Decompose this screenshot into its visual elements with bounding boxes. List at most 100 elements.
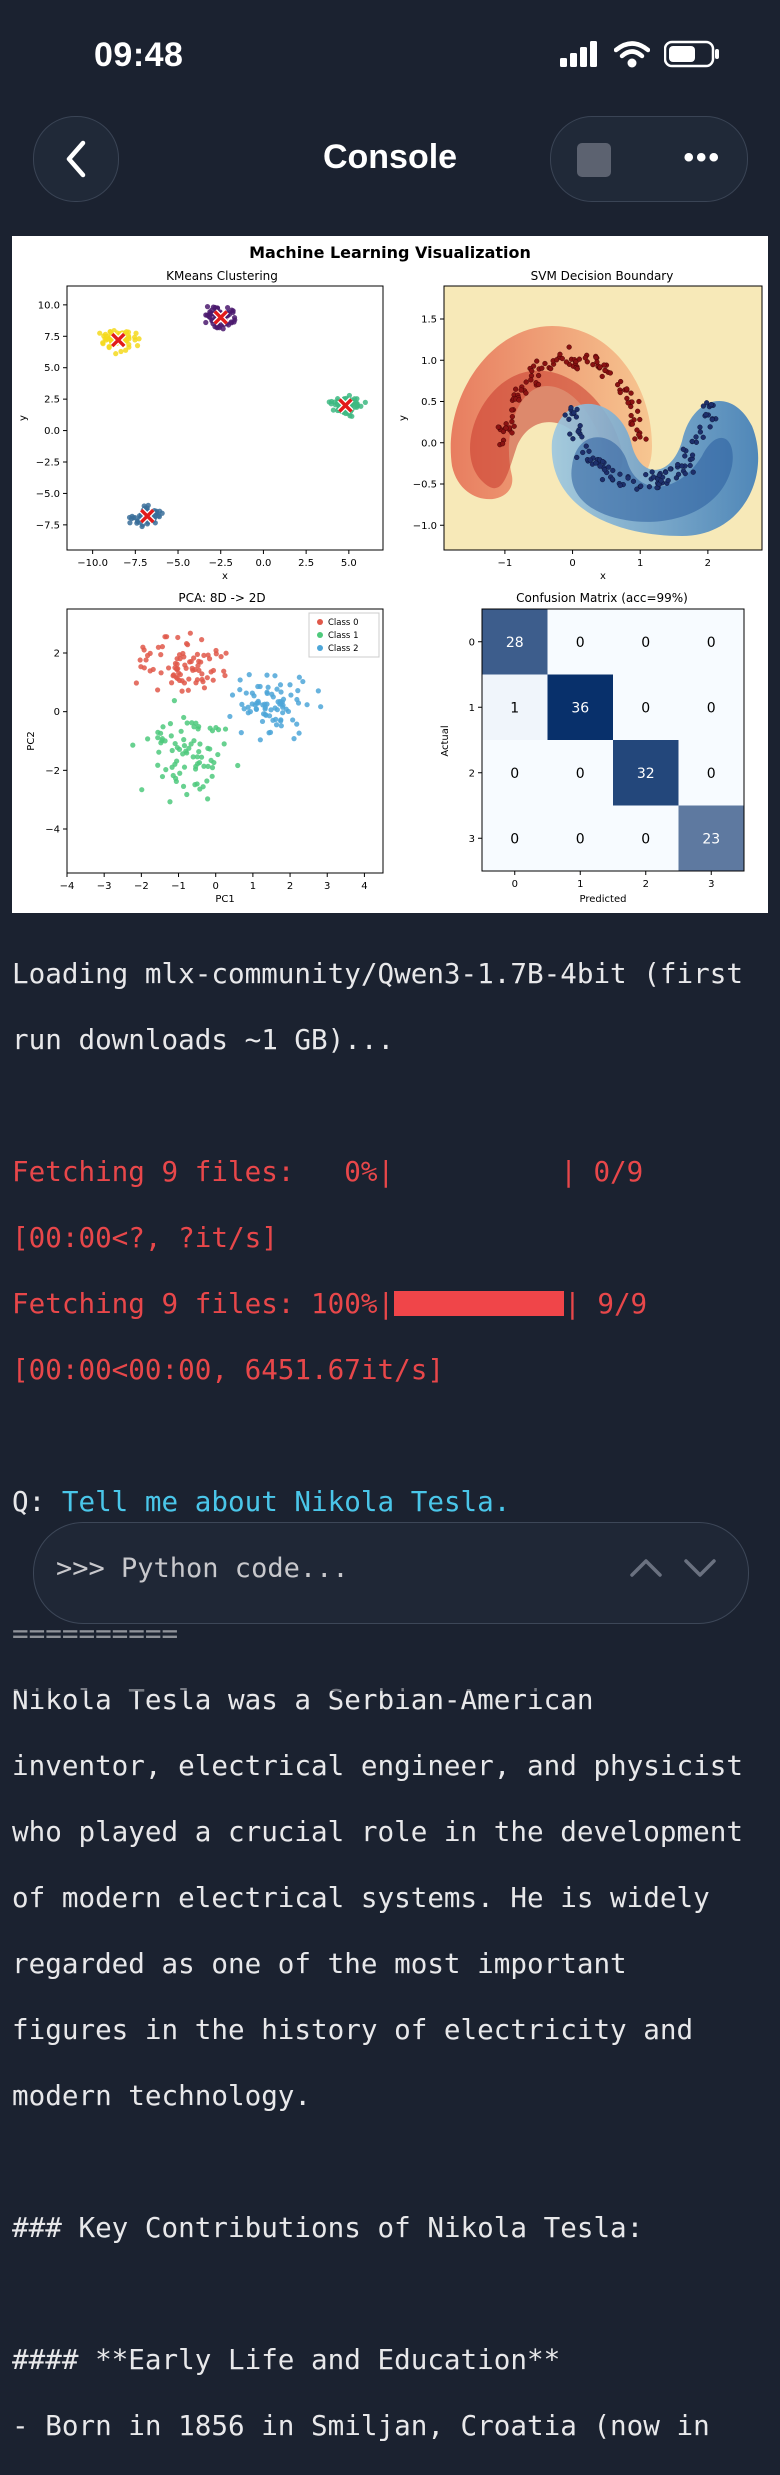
pca-point [266,713,273,719]
pca-point [174,744,181,751]
pca-point [243,690,249,696]
pca-point [290,717,296,723]
kmeans-point [141,503,147,509]
pca-point [181,737,187,743]
svm-point-class0 [582,355,588,361]
confusion-cell [547,805,613,871]
kmeans-point [100,341,106,347]
pca-point [294,696,300,703]
pca-point [174,758,180,764]
svm-point-class0 [548,366,554,372]
svm-point-class0 [636,432,642,438]
pca-point [133,680,139,686]
progress-bar-fill [394,1291,565,1316]
back-button[interactable] [33,116,119,202]
stop-button[interactable] [577,143,611,177]
x-tick-label: −1 [498,558,513,569]
kmeans-point [103,337,109,343]
pca-point [300,678,306,685]
pca-point [181,714,187,721]
svm-point-class1 [693,434,699,440]
svm-point-class1 [600,458,606,465]
kmeans-point [152,513,158,520]
pca-point [160,724,166,730]
pca-point [280,702,286,708]
code-input-bar[interactable]: >>> Python code... [33,1522,749,1624]
pca-point [270,717,276,723]
confusion-cell [482,805,548,871]
svm-point-class1 [643,472,649,478]
history-down-icon[interactable] [682,1553,718,1583]
confusion-cell [678,740,744,806]
pca-point [137,657,143,663]
pca-point [194,651,201,657]
pca-point [179,688,185,694]
svm-point-class0 [628,390,634,396]
pca-point [186,676,192,682]
pca-point [155,644,161,650]
x-tick-label: 2 [705,558,711,569]
confusion-axes [481,608,745,872]
page-title: Console [322,138,458,176]
pca-point [318,704,324,710]
svm-point-class1 [690,469,696,475]
svm-point-class1 [597,463,603,469]
kmeans-ylabel: y [18,415,29,421]
pca-point [285,708,292,715]
wifi-icon [614,40,650,67]
kmeans-point [230,309,236,316]
pca-point [205,745,211,751]
kmeans-point [210,304,217,310]
svm-point-class1 [580,449,586,456]
pca-point [159,773,166,780]
svm-point-class1 [583,443,589,449]
pca-point [221,741,227,747]
svm-point-class0 [516,397,522,403]
svm-point-class1 [587,457,593,463]
svm-point-class1 [650,474,657,480]
pca-point [187,630,193,636]
svm-point-class1 [602,467,608,473]
svm-point-class1 [574,454,580,461]
pca-point [235,762,241,769]
svm-point-class1 [625,475,631,481]
kmeans-point [159,510,165,516]
pca-point [265,684,271,690]
code-input[interactable]: >>> Python code... [56,1553,349,1584]
confusion-xlabel: Predicted [580,894,627,905]
svm-point-class0 [557,351,563,357]
kmeans-point [133,330,139,336]
y-tick-label: 1.5 [421,315,437,326]
pca-point [167,799,173,805]
pca-point [180,783,187,789]
history-up-icon[interactable] [628,1553,664,1583]
svm-point-class0 [554,357,560,363]
pca-point [168,733,174,739]
pca-point [199,676,205,683]
y-tick-label: −1.0 [413,521,437,532]
pca-point [200,784,206,790]
kmeans-point [118,348,124,355]
pca-point [280,696,287,702]
pca-point [294,721,300,727]
pca-point [199,637,205,643]
pca-point [213,724,219,731]
kmeans-point [203,319,209,326]
figure-canvas: Machine Learning Visualization KMeans Cl… [18,243,763,905]
kmeans-point [354,396,360,402]
kmeans-point [102,331,109,337]
svm-point-class1 [573,414,579,420]
pca-point [182,662,188,668]
confusion-cell [678,805,744,871]
pca-point [165,665,172,671]
pca-point [167,721,174,727]
x-tick-label: 1 [637,558,643,569]
pca-point [272,705,278,711]
more-options-button[interactable]: ••• [683,141,721,174]
kmeans-point [134,343,141,349]
svm-point-class1 [707,424,713,430]
confusion-cell [678,674,744,740]
pca-point [201,685,208,691]
confusion-cell-value: 0 [576,766,585,782]
kmeans-point [330,407,336,413]
